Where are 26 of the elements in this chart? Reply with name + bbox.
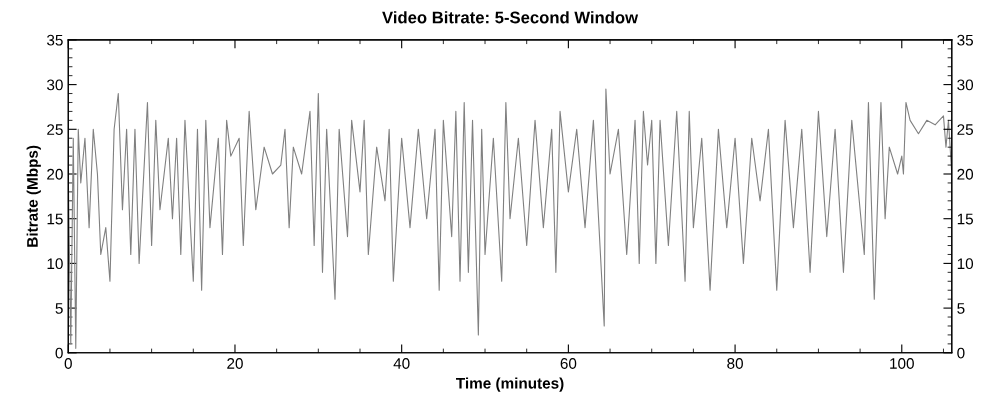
y-tick-label: 15 — [47, 213, 63, 225]
x-tick-label: 100 — [890, 358, 914, 369]
y-tick-label: 25 — [47, 124, 63, 135]
y-tick-label: 0 — [55, 347, 63, 359]
y-axis-title: Bitrate (Mbps) — [26, 145, 41, 247]
y-tick-label: 10 — [47, 258, 63, 270]
y-tick-label: 20 — [47, 168, 63, 180]
x-tick-label: 20 — [227, 358, 243, 369]
y2-tick-label: 25 — [957, 124, 974, 135]
x-tick-label: 0 — [64, 358, 72, 369]
y-tick-label: 5 — [55, 303, 63, 314]
y2-tick-label: 15 — [957, 213, 974, 225]
y-tick-label: 35 — [47, 34, 63, 46]
y2-tick-label: 5 — [957, 303, 965, 314]
y2-tick-label: 30 — [957, 79, 974, 91]
y2-tick-label: 20 — [957, 168, 974, 180]
line-series — [68, 88, 952, 349]
x-axis-title: Time (minutes) — [456, 377, 564, 392]
y2-tick-label: 0 — [957, 347, 965, 359]
x-tick-label: 80 — [727, 358, 743, 369]
y2-tick-label: 35 — [957, 34, 974, 46]
x-tick-label: 40 — [393, 358, 410, 369]
x-tick-label: 60 — [560, 358, 577, 369]
y2-tick-label: 10 — [957, 258, 974, 270]
y-tick-label: 30 — [47, 79, 63, 91]
chart-title: Video Bitrate: 5-Second Window — [382, 11, 639, 24]
